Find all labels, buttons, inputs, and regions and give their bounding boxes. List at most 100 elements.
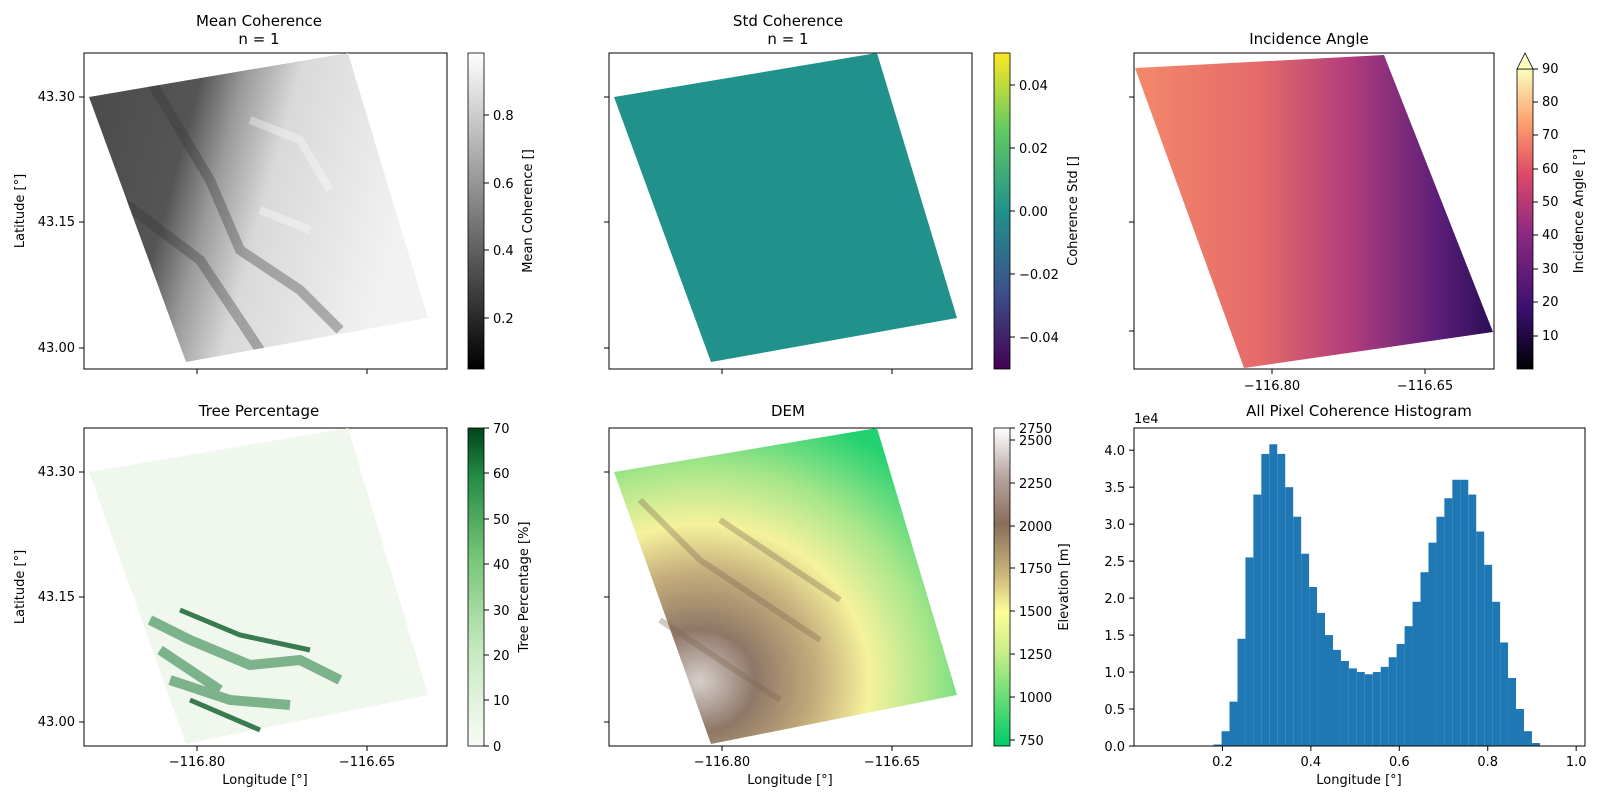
histogram-bar bbox=[1531, 743, 1540, 746]
dem-colorbar-tick: 750 bbox=[1019, 734, 1044, 749]
y-tick-label: 2.5 bbox=[1104, 555, 1125, 570]
inc-colorbar-tick: 70 bbox=[1542, 128, 1559, 143]
histogram-bar bbox=[1420, 572, 1429, 746]
histogram-bar bbox=[1293, 516, 1302, 746]
lon-tick-label: −116.65 bbox=[339, 755, 395, 770]
histogram-bar bbox=[1428, 542, 1437, 746]
dem-colorbar-tick: 2500 bbox=[1019, 434, 1052, 449]
incidence-angle-axes bbox=[1133, 52, 1495, 370]
inc-colorbar-tick: 90 bbox=[1542, 62, 1559, 77]
dem-colorbar-tick: 2750 bbox=[1019, 422, 1052, 437]
histogram-bar bbox=[1396, 643, 1405, 746]
histogram-bar bbox=[1460, 479, 1469, 746]
dem-colorbar-tick: 1500 bbox=[1019, 605, 1052, 620]
histogram-bar bbox=[1404, 626, 1413, 746]
tree-percentage-image bbox=[89, 428, 428, 744]
histogram-bar bbox=[1285, 487, 1294, 746]
dem-image bbox=[614, 428, 957, 744]
mean-coherence-colorbar bbox=[467, 52, 485, 370]
lon-tick-label: −116.65 bbox=[864, 755, 920, 770]
x-tick-label: 0.4 bbox=[1301, 755, 1322, 770]
histogram-bar bbox=[1476, 531, 1485, 746]
y-tick-label: 0.5 bbox=[1104, 703, 1125, 718]
mean-colorbar-tick: 0.4 bbox=[493, 244, 514, 259]
histogram-ticks: 0.2 0.4 0.6 0.8 1.0 0.0 0.5 1.0 1.5 2.0 2.5 3.0 3.5 4… bbox=[1104, 444, 1586, 770]
lat-tick-label: 43.00 bbox=[38, 715, 75, 730]
incidence-angle-image bbox=[1135, 55, 1493, 368]
histogram-bar bbox=[1412, 601, 1421, 746]
dem-colorbar-tick: 1750 bbox=[1019, 562, 1052, 577]
histogram-bar bbox=[1516, 709, 1524, 746]
histogram-bar bbox=[1500, 642, 1509, 746]
histogram-bar bbox=[1229, 701, 1238, 746]
tree-percentage-ylabel: Latitude [°] bbox=[13, 550, 28, 624]
std-colorbar-tick: 0.02 bbox=[1019, 142, 1048, 157]
tree-colorbar-tick: 10 bbox=[493, 694, 510, 709]
std-coherence-title: Std Coherence bbox=[733, 12, 843, 30]
lon-tick-label: −116.80 bbox=[169, 755, 225, 770]
tree-percentage-colorbar bbox=[467, 427, 485, 747]
tree-percentage-title: Tree Percentage bbox=[198, 402, 319, 420]
histogram-bar bbox=[1452, 479, 1461, 746]
dem-colorbar-tick: 1000 bbox=[1019, 691, 1052, 706]
lat-tick-label: 43.15 bbox=[38, 215, 75, 230]
tree-percentage-panel: Tree Percentage 43.30 43.15 43.00 −116.8… bbox=[13, 402, 532, 788]
histogram-axes bbox=[1133, 427, 1586, 747]
incidence-angle-colorbar bbox=[1516, 68, 1534, 370]
y-tick-label: 1.0 bbox=[1104, 666, 1125, 681]
histogram-bar bbox=[1484, 564, 1493, 746]
tree-colorbar-tick: 0 bbox=[493, 740, 501, 755]
incidence-angle-panel: Incidence Angle −116.80 −116.65 90 80 70… bbox=[1129, 30, 1587, 394]
tree-cover-patches bbox=[147, 615, 343, 710]
histogram-bar bbox=[1340, 660, 1349, 746]
std-coherence-axes bbox=[608, 52, 973, 370]
std-colorbar-tick: 0.00 bbox=[1019, 205, 1048, 220]
lat-tick-label: 43.00 bbox=[38, 341, 75, 356]
inc-colorbar-tick: 10 bbox=[1542, 329, 1559, 344]
std-coherence-panel: Std Coherence n = 1 0.04 0.02 0.00 −0.02… bbox=[604, 12, 1081, 374]
colorbar-extend-arrow bbox=[1516, 52, 1534, 70]
histogram-bar bbox=[1436, 516, 1445, 746]
lat-tick-label: 43.15 bbox=[38, 590, 75, 605]
mean-coherence-colorbar-label: Mean Coherence [] bbox=[521, 149, 536, 273]
inc-colorbar-tick: 40 bbox=[1542, 228, 1559, 243]
y-tick-label: 0.0 bbox=[1104, 740, 1125, 755]
std-coherence-subtitle: n = 1 bbox=[767, 30, 808, 48]
mean-colorbar-tick: 0.8 bbox=[493, 109, 514, 124]
lat-tick-label: 43.30 bbox=[38, 90, 75, 105]
tree-percentage-axes bbox=[83, 427, 448, 747]
dem-colorbar bbox=[993, 427, 1011, 747]
histogram-bar bbox=[1309, 587, 1318, 746]
dem-colorbar-label: Elevation [m] bbox=[1057, 543, 1072, 630]
tree-percentage-xlabel: Longitude [°] bbox=[222, 773, 307, 788]
incidence-angle-colorbar-label: Incidence Angle [°] bbox=[1572, 149, 1587, 273]
x-tick-label: 1.0 bbox=[1566, 755, 1587, 770]
y-tick-label: 1.5 bbox=[1104, 629, 1125, 644]
lon-tick-label: −116.80 bbox=[694, 755, 750, 770]
histogram-bar bbox=[1245, 557, 1254, 746]
y-tick-label: 4.0 bbox=[1104, 444, 1125, 459]
histogram-bar bbox=[1325, 635, 1333, 746]
histogram-bar bbox=[1213, 744, 1222, 746]
histogram-bar bbox=[1508, 677, 1517, 746]
histogram-bar bbox=[1221, 731, 1230, 746]
inc-colorbar-tick: 20 bbox=[1542, 295, 1559, 310]
mean-coherence-image bbox=[89, 53, 428, 362]
tree-percentage-colorbar-label: Tree Percentage [%] bbox=[517, 522, 532, 654]
mean-coherence-title: Mean Coherence bbox=[196, 12, 322, 30]
histogram-bar bbox=[1348, 668, 1357, 746]
dem-colorbar-tick: 1250 bbox=[1019, 648, 1052, 663]
histogram-bar bbox=[1261, 453, 1270, 746]
std-colorbar-tick: 0.04 bbox=[1019, 79, 1048, 94]
mean-coherence-panel: Mean Coherence n = 1 43.30 43.15 43.00 L… bbox=[13, 12, 536, 374]
histogram-bars bbox=[1213, 444, 1540, 746]
mean-coherence-colorbar-ticks bbox=[484, 114, 489, 319]
histogram-bar bbox=[1444, 498, 1453, 746]
tree-colorbar-tick: 40 bbox=[493, 558, 510, 573]
histogram-xlabel: Longitude [°] bbox=[1316, 773, 1401, 788]
histogram-exponent: 1e4 bbox=[1134, 412, 1159, 427]
mean-coherence-axes bbox=[83, 52, 448, 370]
histogram-bar bbox=[1332, 649, 1341, 746]
histogram-bar bbox=[1468, 494, 1477, 746]
